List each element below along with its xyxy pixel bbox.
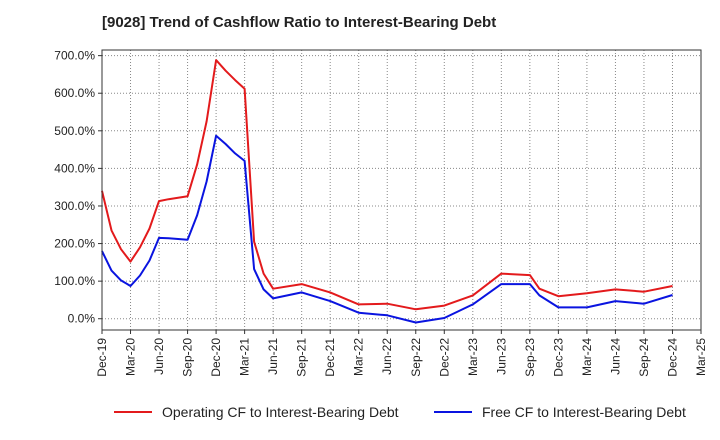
y-tick-label: 400.0% <box>54 161 95 175</box>
x-tick-label: Sep-22 <box>409 338 423 377</box>
x-tick-label: Mar-23 <box>466 338 480 376</box>
x-tick-label: Mar-21 <box>238 338 252 376</box>
y-axis-ticks: 0.0% 100.0% 200.0% 300.0% 400.0% 500.0% 600.0%… <box>54 49 102 326</box>
x-tick-label: Mar-25 <box>694 338 708 376</box>
x-tick-label: Dec-21 <box>323 338 337 377</box>
y-tick-label: 100.0% <box>54 274 95 288</box>
x-tick-label: Sep-20 <box>181 338 195 377</box>
y-tick-label: 500.0% <box>54 124 95 138</box>
x-tick-label: Mar-24 <box>580 338 594 376</box>
x-tick-label: Dec-24 <box>665 338 679 377</box>
legend-label-free-cf: Free CF to Interest-Bearing Debt <box>482 404 686 420</box>
y-tick-label: 700.0% <box>54 49 95 63</box>
series-line-free-cf <box>101 134 673 324</box>
x-tick-label: Mar-22 <box>352 338 366 376</box>
x-tick-label: Dec-23 <box>551 338 565 377</box>
series-line-operating-cf <box>101 59 673 311</box>
x-tick-label: Mar-20 <box>124 338 138 376</box>
x-tick-label: Jun-21 <box>266 338 280 375</box>
x-tick-label: Sep-21 <box>295 338 309 377</box>
x-tick-label: Dec-22 <box>437 338 451 377</box>
plot-frame <box>101 49 702 331</box>
legend-label-operating-cf: Operating CF to Interest-Bearing Debt <box>162 404 399 420</box>
legend-item-operating-cf: Operating CF to Interest-Bearing Debt <box>114 404 399 420</box>
y-tick-label: 0.0% <box>68 312 96 326</box>
grid-lines <box>101 50 702 330</box>
legend-item-free-cf: Free CF to Interest-Bearing Debt <box>434 404 686 420</box>
x-tick-label: Jun-22 <box>380 338 394 375</box>
y-tick-label: 300.0% <box>54 199 95 213</box>
x-tick-label: Dec-19 <box>95 338 109 377</box>
x-tick-label: Dec-20 <box>209 338 223 377</box>
y-tick-label: 200.0% <box>54 237 95 251</box>
legend-swatch-operating-cf <box>114 411 152 413</box>
legend-swatch-free-cf <box>434 411 472 413</box>
chart-title: [9028] Trend of Cashflow Ratio to Intere… <box>102 14 497 31</box>
x-tick-label: Sep-23 <box>523 338 537 377</box>
x-tick-label: Jun-24 <box>608 338 622 375</box>
x-axis-ticks: Dec-19 Mar-20 Jun-20 Sep-20 Dec-20 Mar-21 Jun-… <box>95 330 708 377</box>
x-tick-label: Jun-23 <box>494 338 508 375</box>
x-tick-label: Sep-24 <box>637 338 651 377</box>
series-lines <box>101 59 673 324</box>
y-tick-label: 600.0% <box>54 86 95 100</box>
x-tick-label: Jun-20 <box>152 338 166 375</box>
